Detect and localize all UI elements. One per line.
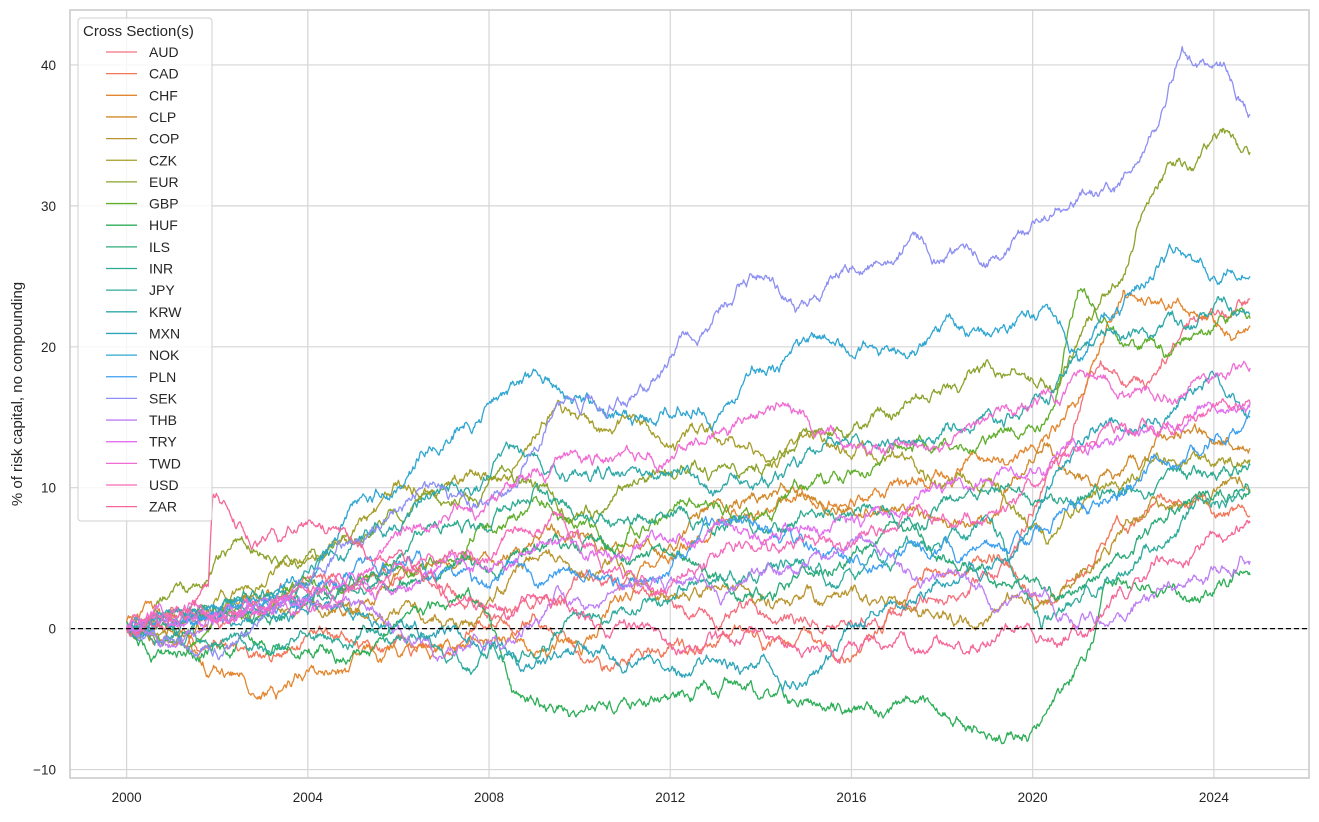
legend-label: AUD <box>149 44 179 60</box>
legend-label: GBP <box>149 196 179 212</box>
legend-label: INR <box>149 261 173 277</box>
legend-item-ils: ILS <box>106 239 170 255</box>
y-axis-ticks: −10 0 10 20 30 40 <box>33 58 56 778</box>
legend-label: CHF <box>149 87 178 103</box>
legend-item-cad: CAD <box>106 66 179 82</box>
legend-item-inr: INR <box>106 261 173 277</box>
legend-label: CLP <box>149 109 176 125</box>
series-line-nok <box>126 243 1251 640</box>
y-axis-label: % of risk capital, no compounding <box>9 282 26 506</box>
legend-item-aud: AUD <box>106 44 179 60</box>
legend-item-huf: HUF <box>106 217 178 233</box>
legend-item-cop: COP <box>106 131 179 147</box>
legend-item-eur: EUR <box>106 174 179 190</box>
x-tick-label: 2012 <box>655 790 685 805</box>
y-tick-label: 10 <box>41 481 56 496</box>
x-tick-label: 2008 <box>474 790 504 805</box>
series-line-usd <box>125 397 1251 633</box>
grid-lines <box>70 10 1309 778</box>
legend-label: SEK <box>149 390 178 406</box>
series-line-try <box>125 401 1251 633</box>
legend-label: KRW <box>149 304 182 320</box>
legend-item-nok: NOK <box>106 347 180 363</box>
x-tick-label: 2020 <box>1018 790 1048 805</box>
legend-label: CZK <box>149 152 178 168</box>
series-line-gbp <box>125 288 1251 653</box>
y-tick-label: 0 <box>48 622 56 637</box>
y-tick-label: 20 <box>41 340 56 355</box>
legend-label: NOK <box>149 347 180 363</box>
y-tick-label: 30 <box>41 199 56 214</box>
series-line-cop <box>125 476 1251 631</box>
legend: Cross Section(s) AUD CAD CHF CLP COP CZK EUR GB… <box>77 17 213 522</box>
legend-item-zar: ZAR <box>106 499 177 515</box>
legend-item-czk: CZK <box>106 152 178 168</box>
legend-label: ZAR <box>149 499 177 515</box>
x-tick-label: 2024 <box>1199 790 1230 805</box>
legend-label: TRY <box>149 434 177 450</box>
series-line-jpy <box>126 483 1251 676</box>
legend-label: USD <box>149 477 179 493</box>
legend-label: EUR <box>149 174 179 190</box>
series-line-zar <box>126 492 1251 664</box>
legend-item-gbp: GBP <box>106 196 179 212</box>
legend-item-pln: PLN <box>106 369 176 385</box>
legend-label: COP <box>149 131 179 147</box>
legend-item-mxn: MXN <box>106 325 180 341</box>
legend-item-krw: KRW <box>106 304 182 320</box>
x-tick-label: 2004 <box>293 790 324 805</box>
legend-item-chf: CHF <box>106 87 178 103</box>
legend-item-thb: THB <box>106 412 177 428</box>
legend-item-usd: USD <box>106 477 179 493</box>
legend-label: HUF <box>149 217 178 233</box>
x-tick-label: 2016 <box>836 790 866 805</box>
legend-title: Cross Section(s) <box>83 23 194 40</box>
legend-label: PLN <box>149 369 176 385</box>
legend-label: TWD <box>149 455 181 471</box>
x-axis-ticks: 2000 2004 2008 2012 2016 2020 2024 <box>112 790 1230 805</box>
legend-item-clp: CLP <box>106 109 176 125</box>
legend-label: MXN <box>149 325 180 341</box>
legend-item-twd: TWD <box>106 455 181 471</box>
series-line-thb <box>125 533 1251 662</box>
legend-frame <box>77 17 213 522</box>
legend-label: ILS <box>149 239 170 255</box>
legend-label: CAD <box>149 66 179 82</box>
series-lines <box>125 45 1251 745</box>
legend-item-jpy: JPY <box>106 282 175 298</box>
y-tick-label: −10 <box>33 763 56 778</box>
series-line-inr <box>126 462 1251 637</box>
series-line-twd <box>125 360 1251 633</box>
y-tick-label: 40 <box>41 58 56 73</box>
x-tick-label: 2000 <box>112 790 142 805</box>
legend-items: AUD CAD CHF CLP COP CZK EUR GBP HUF ILS INR JPY KRW M… <box>106 44 182 515</box>
legend-item-try: TRY <box>106 434 177 450</box>
series-line-sek <box>126 45 1251 661</box>
legend-label: JPY <box>149 282 175 298</box>
series-line-krw <box>126 296 1251 635</box>
plot-frame <box>69 9 1310 779</box>
series-line-huf <box>125 569 1251 745</box>
legend-label: THB <box>149 412 177 428</box>
series-line-czk <box>125 399 1251 642</box>
legend-item-sek: SEK <box>106 390 178 406</box>
series-line-chf <box>125 289 1251 700</box>
